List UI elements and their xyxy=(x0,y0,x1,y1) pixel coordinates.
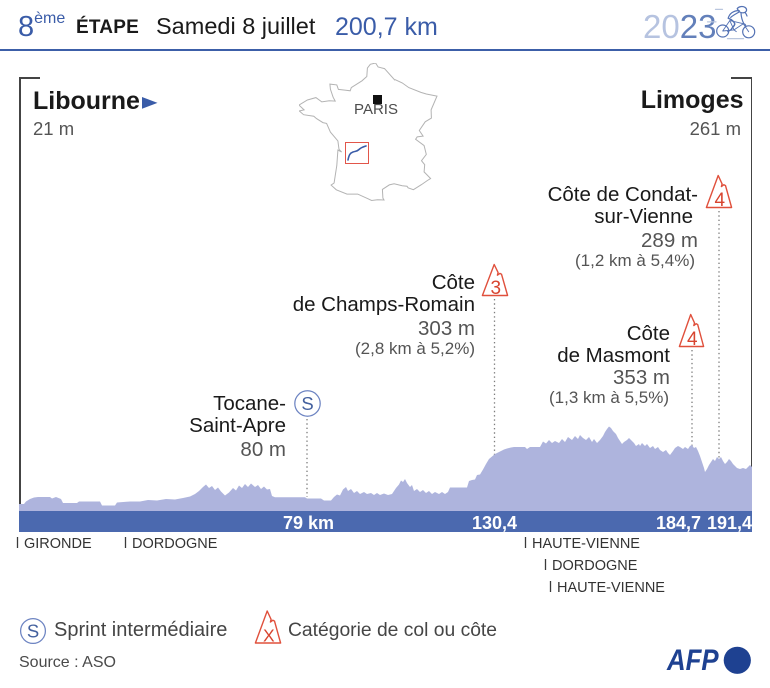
svg-text:3: 3 xyxy=(491,278,502,299)
svg-text:HAUTE-VIENNE: HAUTE-VIENNE xyxy=(557,580,665,596)
svg-text:GIRONDE: GIRONDE xyxy=(24,536,92,552)
svg-text:HAUTE-VIENNE: HAUTE-VIENNE xyxy=(532,536,640,552)
svg-text:DORDOGNE: DORDOGNE xyxy=(552,558,638,574)
svg-text:4: 4 xyxy=(715,190,726,211)
svg-text:S: S xyxy=(27,621,39,642)
svg-text:X: X xyxy=(263,626,275,646)
svg-text:4: 4 xyxy=(687,329,698,350)
svg-text:DORDOGNE: DORDOGNE xyxy=(132,536,218,552)
svg-text:S: S xyxy=(301,393,313,414)
